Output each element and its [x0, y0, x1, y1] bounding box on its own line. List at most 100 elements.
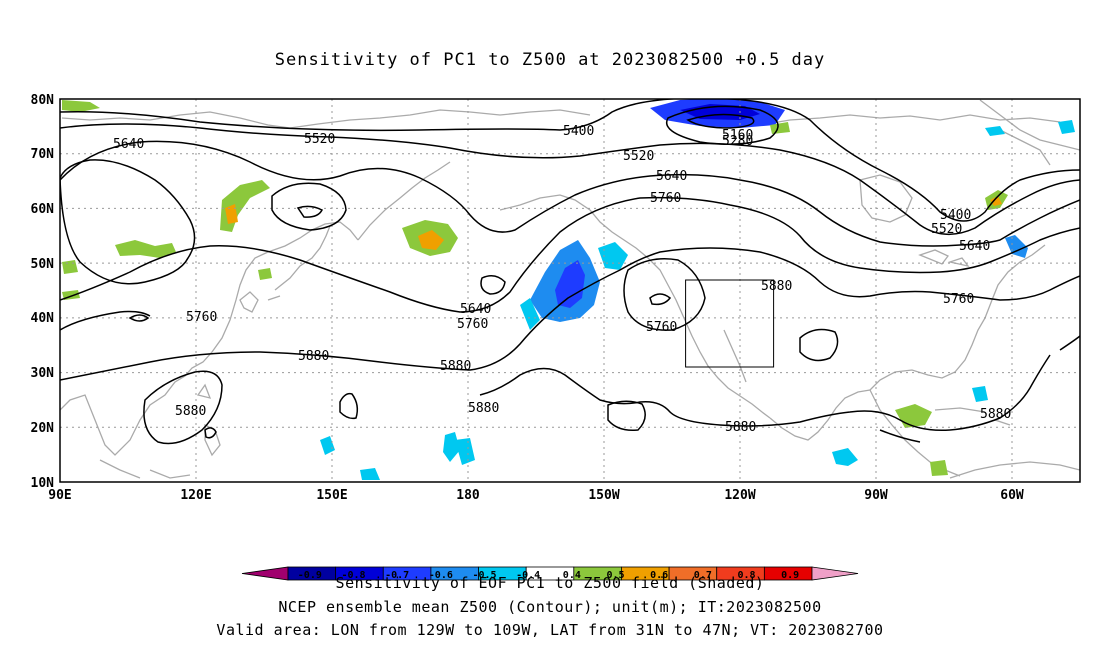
contour-label: 5880: [761, 279, 792, 294]
shaded-sensitivity: [62, 99, 1075, 480]
taiwan-philippines: [196, 383, 221, 457]
footer-valid-area: Valid area: LON from 129W to 109W, LAT f…: [216, 621, 884, 639]
contour-5640-low: [271, 182, 347, 231]
colorbar-tick-label: 0.6: [650, 570, 668, 581]
positive-shade-caribbean: [895, 404, 932, 428]
contour-5760-low-2: [60, 310, 151, 331]
positive-shade-west: [115, 240, 176, 258]
korea-coast: [239, 291, 259, 313]
contour-5880-east-low: [879, 335, 1080, 443]
graticule: [60, 99, 1080, 482]
contour-label: 5160: [722, 128, 753, 143]
contour-label: 5520: [304, 132, 335, 147]
colorbar-tick-label: 0.7: [694, 570, 712, 581]
map-frame: [59, 98, 1081, 483]
colorbar: -0.9 -0.8 -0.7 -0.6 -0.5 -0.4 0.4 0.5 0.6 0.7 0.8 0…: [241, 566, 859, 581]
gulf-coast: [869, 317, 986, 391]
contour-label: 5640: [113, 137, 144, 152]
borneo-sumatra: [99, 459, 191, 479]
positive-shade-china-core: [225, 204, 238, 224]
contour-5880-main: [60, 247, 1080, 381]
contour-label: 5520: [931, 222, 962, 237]
contour-label: 5400: [563, 124, 594, 139]
greenland: [979, 99, 1080, 151]
colorbar-tick-label: 0.8: [737, 570, 755, 581]
contour-label: 5760: [943, 292, 974, 307]
mexico-coast: [769, 389, 871, 441]
contour-5760-cut-inner: [649, 293, 672, 306]
colorbar-tick-label: -0.5: [472, 570, 496, 581]
lat-label: 60N: [31, 202, 55, 217]
contour-5640-west: [60, 159, 196, 285]
negative-shade-small-1: [320, 432, 475, 465]
south-america: [949, 461, 1080, 479]
contour-5640-low-inner: [296, 205, 324, 218]
lon-label: 120E: [180, 488, 211, 503]
contour-5160: [686, 113, 755, 129]
colorbar-tick-label: 0.5: [606, 570, 624, 581]
alaska-coast: [499, 194, 771, 419]
contour-5640-north: [60, 140, 1080, 247]
contour-label: 5640: [460, 302, 491, 317]
lat-label: 30N: [31, 366, 55, 381]
caribbean-islands: [934, 407, 1011, 426]
contour-5760-main: [60, 196, 1080, 313]
contour-5880-ring-2: [799, 328, 839, 362]
lat-label: 70N: [31, 147, 55, 162]
valid-area-box: [685, 279, 775, 368]
lat-label: 10N: [31, 476, 55, 491]
contour-label: 5280: [722, 134, 753, 149]
lon-label: 150W: [588, 488, 619, 503]
contour-label: 5760: [457, 317, 488, 332]
hudson-bay: [859, 174, 913, 223]
lon-label: 60W: [1000, 488, 1024, 503]
lat-label: 80N: [31, 93, 55, 108]
kamchatka-coast: [357, 161, 451, 241]
latitude-axis: 80N 70N 60N 50N 40N 30N 20N 10N: [31, 93, 55, 491]
negative-shade-small-3: [985, 120, 1075, 136]
contour-5760-low: [480, 275, 506, 295]
colorbar-tick-label: -0.7: [385, 570, 409, 581]
contour-label: 5880: [468, 401, 499, 416]
negative-shade-pacific-edge: [520, 242, 628, 330]
lat-label: 50N: [31, 257, 55, 272]
positive-shade-japan-core: [418, 230, 444, 250]
negative-shade-pacific-core: [555, 260, 585, 308]
lon-label: 150E: [316, 488, 347, 503]
colorbar-tick-label: 0.4: [563, 570, 581, 581]
footer-contour-note: NCEP ensemble mean Z500 (Contour); unit(…: [278, 598, 822, 616]
siberia-coast: [61, 109, 591, 129]
contour-5400: [60, 99, 1080, 222]
contour-5760-cut: [623, 258, 706, 331]
colorbar-tick-label: 0.9: [781, 570, 799, 581]
colorbar-tick-label: -0.8: [341, 570, 365, 581]
contour-label: 5760: [646, 320, 677, 335]
contour-label: 5640: [656, 169, 687, 184]
contour-label: 5520: [623, 149, 654, 164]
east-coast: [984, 244, 1046, 319]
colorbar-tick-label: -0.6: [429, 570, 453, 581]
contour-label: 5880: [298, 349, 329, 364]
lat-label: 20N: [31, 421, 55, 436]
lon-label: 180: [456, 488, 480, 503]
contour-label: 5760: [650, 191, 681, 206]
colorbar-tick-label: -0.4: [516, 570, 540, 581]
contour-label: 5880: [440, 359, 471, 374]
canada-arctic: [759, 114, 1061, 166]
footer-shading-note: Sensitivity of EOF PC1 to Z500 field (Sh…: [335, 574, 765, 592]
positive-shade-china: [220, 180, 270, 232]
z500-contours: [60, 99, 1080, 445]
contour-5880-ring-4: [143, 370, 223, 445]
contour-5880-ring-3: [607, 400, 646, 432]
colorbar-tick-label: -0.9: [298, 570, 322, 581]
central-america: [869, 389, 961, 477]
lon-label: 120W: [724, 488, 755, 503]
contour-5280: [666, 105, 779, 145]
colorbar-upper-extend: [811, 566, 859, 581]
contour-5880-small: [128, 314, 150, 322]
contour-label: 5640: [959, 239, 990, 254]
baja-coast: [723, 329, 747, 383]
contour-label: 5880: [980, 407, 1011, 422]
